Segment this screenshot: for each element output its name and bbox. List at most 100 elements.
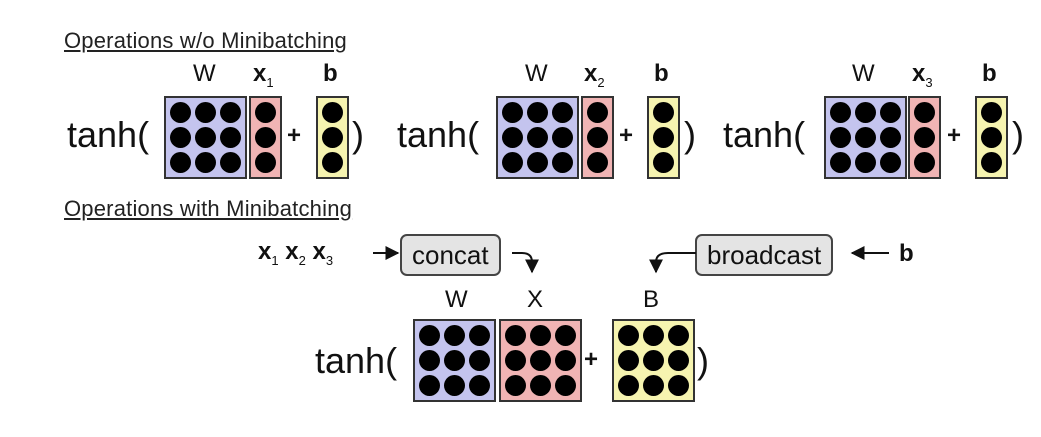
group1-weight-matrix-cell bbox=[220, 102, 241, 123]
batched-weight-matrix bbox=[413, 319, 496, 402]
group3-bias-vector-cell bbox=[981, 152, 1002, 173]
group3-weight-matrix-cell bbox=[880, 152, 901, 173]
batched-bias-matrix-cell bbox=[618, 350, 639, 371]
batched-input-matrix-cell bbox=[555, 325, 576, 346]
group3-b-label: b bbox=[982, 60, 997, 87]
group3-weight-matrix-cell bbox=[855, 127, 876, 148]
group3-bias-vector-cell bbox=[981, 102, 1002, 123]
batched-inputs: x1 x2 x3 bbox=[258, 238, 334, 268]
group1-weight-matrix bbox=[164, 96, 247, 179]
batched-bias-matrix-cell bbox=[668, 375, 689, 396]
group2-b-label: b bbox=[654, 60, 669, 87]
group3-plus: + bbox=[947, 122, 962, 149]
group2-weight-matrix-cell bbox=[527, 127, 548, 148]
batched-x-label: X bbox=[527, 286, 544, 313]
group3-weight-matrix-cell bbox=[880, 127, 901, 148]
group1-weight-matrix-cell bbox=[170, 152, 191, 173]
batched-input-matrix-cell bbox=[555, 350, 576, 371]
group3-weight-matrix-cell bbox=[830, 102, 851, 123]
group1-weight-matrix-cell bbox=[170, 127, 191, 148]
batched-close-paren: ) bbox=[697, 340, 709, 381]
broadcast-to-b-arrow bbox=[649, 252, 696, 274]
batched-weight-matrix-cell bbox=[419, 325, 440, 346]
group1-bias-vector-cell bbox=[322, 102, 343, 123]
group3-x-label: x3 bbox=[912, 60, 933, 90]
group1-w-label: W bbox=[193, 60, 216, 87]
group2-weight-matrix-cell bbox=[552, 102, 573, 123]
batched-weight-matrix-cell bbox=[469, 325, 490, 346]
batched-input-matrix-cell bbox=[505, 375, 526, 396]
group2-bias-vector-cell bbox=[653, 127, 674, 148]
group3-tanh: tanh( bbox=[723, 114, 806, 155]
group2-bias-vector bbox=[647, 96, 680, 179]
group1-input-vector bbox=[249, 96, 282, 179]
batched-bias-matrix-cell bbox=[618, 325, 639, 346]
group3-weight-matrix-cell bbox=[880, 102, 901, 123]
batched-input-matrix-cell bbox=[555, 375, 576, 396]
batched-input-matrix-cell bbox=[530, 325, 551, 346]
batched-plus: + bbox=[584, 346, 599, 373]
batched-input-matrix-cell bbox=[505, 325, 526, 346]
group3-weight-matrix-cell bbox=[830, 127, 851, 148]
group2-bias-vector-cell bbox=[653, 102, 674, 123]
group1-weight-matrix-cell bbox=[195, 102, 216, 123]
group3-w-label: W bbox=[852, 60, 875, 87]
group1-bias-vector bbox=[316, 96, 349, 179]
group2-input-vector-cell bbox=[587, 152, 608, 173]
group3-close-paren: ) bbox=[1012, 114, 1024, 155]
group2-weight-matrix-cell bbox=[502, 102, 523, 123]
group2-close-paren: ) bbox=[684, 114, 696, 155]
batched-weight-matrix-cell bbox=[419, 375, 440, 396]
batched-bias-matrix-cell bbox=[668, 350, 689, 371]
broadcast-bias-input: b bbox=[899, 240, 914, 267]
batched-bias-matrix-cell bbox=[643, 375, 664, 396]
batched-weight-matrix-cell bbox=[469, 350, 490, 371]
batched-bias-matrix-cell bbox=[643, 325, 664, 346]
concat-to-x-arrow bbox=[512, 252, 539, 274]
batched-b-label: B bbox=[643, 286, 660, 313]
group1-weight-matrix-cell bbox=[195, 152, 216, 173]
group3-bias-vector bbox=[975, 96, 1008, 179]
group1-b-label: b bbox=[323, 60, 338, 87]
group2-weight-matrix-cell bbox=[527, 152, 548, 173]
group3-weight-matrix-cell bbox=[855, 152, 876, 173]
group3-input-vector-cell bbox=[914, 127, 935, 148]
group1-input-vector-cell bbox=[255, 127, 276, 148]
batched-bias-matrix-cell bbox=[643, 350, 664, 371]
batched-input-matrix-cell bbox=[530, 375, 551, 396]
batched-input-matrix-cell bbox=[505, 350, 526, 371]
batched-weight-matrix-cell bbox=[469, 375, 490, 396]
heading-without-minibatching: Operations w/o Minibatching bbox=[64, 28, 347, 53]
batched-bias-matrix-cell bbox=[668, 325, 689, 346]
group3-weight-matrix-cell bbox=[830, 152, 851, 173]
group1-weight-matrix-cell bbox=[195, 127, 216, 148]
batched-tanh: tanh( bbox=[315, 340, 398, 381]
group2-tanh: tanh( bbox=[397, 114, 480, 155]
group2-weight-matrix-cell bbox=[527, 102, 548, 123]
group2-weight-matrix bbox=[496, 96, 579, 179]
group2-input-vector bbox=[581, 96, 614, 179]
batched-bias-matrix bbox=[612, 319, 695, 402]
group1-input-vector-cell bbox=[255, 152, 276, 173]
group3-input-vector-cell bbox=[914, 152, 935, 173]
group1-plus: + bbox=[287, 122, 302, 149]
heading-with-minibatching: Operations with Minibatching bbox=[64, 196, 353, 221]
batched-input-matrix bbox=[499, 319, 582, 402]
group2-weight-matrix-cell bbox=[552, 127, 573, 148]
batched-weight-matrix-cell bbox=[444, 375, 465, 396]
batched-weight-matrix-cell bbox=[444, 350, 465, 371]
group1-bias-vector-cell bbox=[322, 152, 343, 173]
batched-w-label: W bbox=[445, 286, 468, 313]
group1-close-paren: ) bbox=[352, 114, 364, 155]
concat-box: concat bbox=[400, 234, 501, 276]
group2-plus: + bbox=[619, 122, 634, 149]
group3-input-vector-cell bbox=[914, 102, 935, 123]
group1-tanh: tanh( bbox=[67, 114, 150, 155]
group1-weight-matrix-cell bbox=[220, 127, 241, 148]
group3-weight-matrix bbox=[824, 96, 907, 179]
group2-weight-matrix-cell bbox=[502, 127, 523, 148]
group1-x-label: x1 bbox=[253, 60, 274, 90]
group2-x-label: x2 bbox=[584, 60, 605, 90]
group1-weight-matrix-cell bbox=[170, 102, 191, 123]
